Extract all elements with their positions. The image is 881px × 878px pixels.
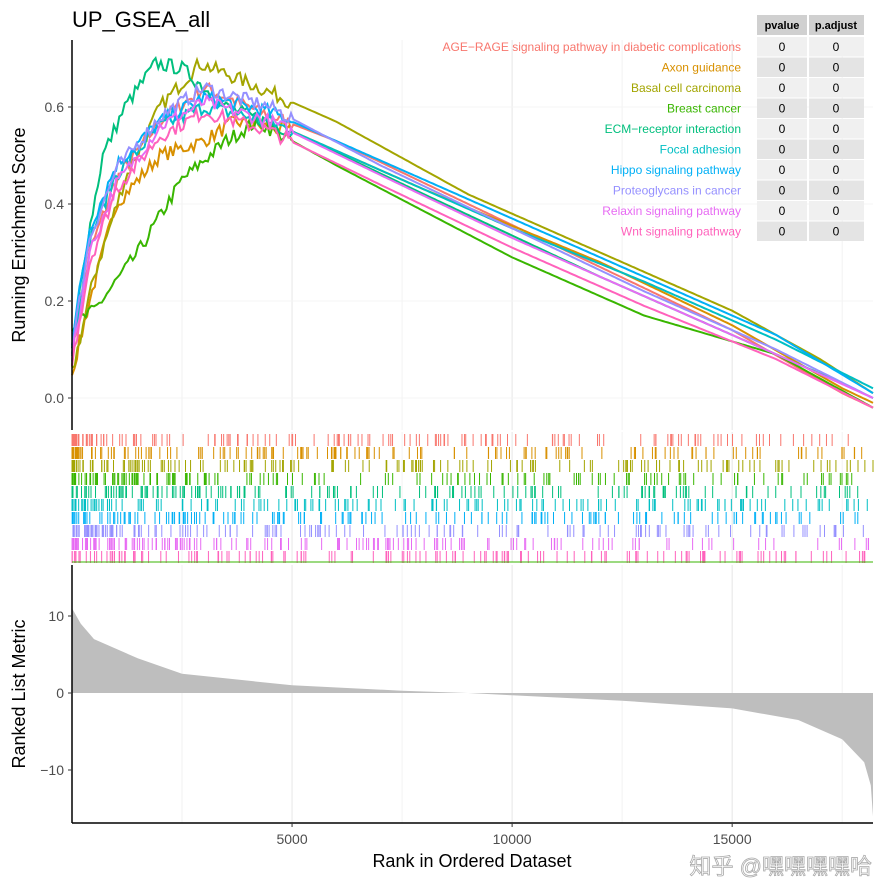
chart-title: UP_GSEA_all: [72, 7, 210, 32]
table-header: pvalue: [765, 20, 800, 32]
es-curve-6: [71, 89, 874, 395]
y-axis-label-top: Running Enrichment Score: [9, 127, 29, 342]
pvalue-value: 0: [779, 184, 786, 198]
pvalue-value: 0: [779, 122, 786, 136]
y-tick-label: 0.2: [45, 293, 65, 309]
es-curve-3: [71, 112, 874, 409]
table-cell: [757, 57, 807, 77]
table-cell: [809, 221, 864, 241]
pvalue-value: 0: [779, 61, 786, 75]
x-tick-label: 15000: [713, 831, 752, 847]
table-cell: [757, 37, 807, 57]
table-cell: [809, 37, 864, 57]
pvalue-value: 0: [779, 40, 786, 54]
y-axis-label-bottom: Ranked List Metric: [9, 619, 29, 768]
pvalue-value: 0: [779, 225, 786, 239]
watermark: 知乎 @嘿嘿嘿嘿哈: [690, 854, 872, 878]
p-adjust-value: 0: [833, 81, 840, 95]
x-tick-label: 5000: [276, 831, 307, 847]
x-axis-label: Rank in Ordered Dataset: [372, 851, 571, 871]
pvalue-value: 0: [779, 102, 786, 116]
p-adjust-value: 0: [833, 102, 840, 116]
p-adjust-value: 0: [833, 143, 840, 157]
legend-label: Basal cell carcinoma: [631, 81, 741, 95]
es-curve-8: [71, 93, 874, 399]
table-cell: [757, 119, 807, 139]
y-tick-label: 0.4: [45, 196, 65, 212]
table-header-cell: [809, 15, 864, 35]
table-cell: [757, 78, 807, 98]
legend-label: ECM−receptor interaction: [605, 122, 741, 136]
legend-label: Wnt signaling pathway: [621, 225, 741, 239]
y-tick-label: 0: [56, 685, 64, 701]
legend-label: Proteoglycans in cancer: [613, 184, 741, 198]
p-adjust-value: 0: [833, 61, 840, 75]
es-curve-9: [71, 106, 874, 409]
legend-label: Focal adhesion: [660, 143, 741, 157]
es-curve-7: [71, 81, 874, 399]
es-curve-0: [71, 81, 874, 409]
table-cell: [809, 57, 864, 77]
ranked-metric-area: [72, 608, 873, 817]
legend-label: Axon guidance: [662, 61, 742, 75]
es-curve-1: [71, 115, 874, 404]
pvalue-value: 0: [779, 204, 786, 218]
pvalue-value: 0: [779, 81, 786, 95]
y-tick-label: 0.6: [45, 99, 65, 115]
y-tick-label: −10: [40, 762, 64, 778]
table-cell: [809, 98, 864, 118]
table-cell: [757, 201, 807, 221]
table-cell: [809, 201, 864, 221]
pvalue-value: 0: [779, 143, 786, 157]
table-header: p.adjust: [815, 20, 858, 32]
table-cell: [809, 139, 864, 159]
legend-label: Breast cancer: [667, 102, 741, 116]
p-adjust-value: 0: [833, 40, 840, 54]
pvalue-value: 0: [779, 163, 786, 177]
p-adjust-value: 0: [833, 163, 840, 177]
es-curve-2: [71, 56, 874, 394]
legend-label: AGE−RAGE signaling pathway in diabetic c…: [443, 40, 742, 54]
p-adjust-value: 0: [833, 225, 840, 239]
table-cell: [757, 98, 807, 118]
table-cell: [757, 139, 807, 159]
p-adjust-value: 0: [833, 204, 840, 218]
p-adjust-value: 0: [833, 184, 840, 198]
table-cell: [809, 119, 864, 139]
table-cell: [757, 160, 807, 180]
y-tick-label: 10: [48, 608, 64, 624]
x-tick-label: 10000: [493, 831, 532, 847]
table-cell: [757, 180, 807, 200]
legend-label: Hippo signaling pathway: [611, 163, 741, 177]
es-curve-5: [71, 102, 874, 390]
legend-label: Relaxin signaling pathway: [602, 204, 741, 218]
table-cell: [809, 180, 864, 200]
p-adjust-value: 0: [833, 122, 840, 136]
table-cell: [809, 160, 864, 180]
y-tick-label: 0.0: [45, 390, 65, 406]
table-cell: [809, 78, 864, 98]
table-header-cell: [757, 15, 807, 35]
table-cell: [757, 221, 807, 241]
